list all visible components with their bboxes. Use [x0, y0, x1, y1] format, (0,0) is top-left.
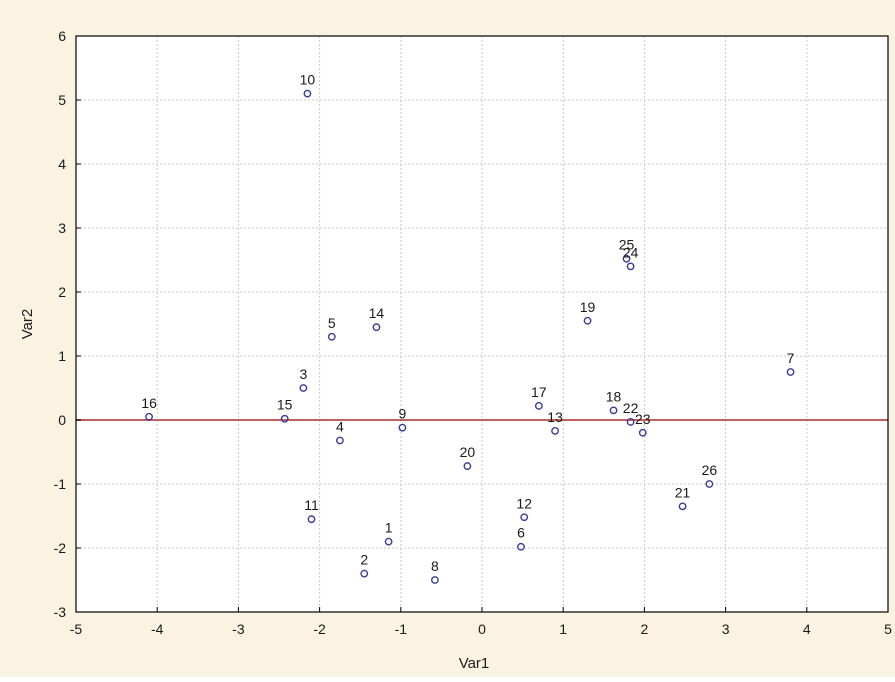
- point-label: 24: [623, 244, 639, 260]
- data-point: [360, 569, 369, 578]
- point-label: 18: [606, 388, 622, 404]
- y-tick-label: 6: [58, 28, 66, 44]
- data-point: [551, 426, 559, 435]
- point-label: 8: [431, 558, 439, 574]
- x-tick-label: 1: [559, 621, 567, 637]
- y-tick-label: 0: [58, 412, 66, 428]
- data-point: [626, 418, 635, 426]
- point-label: 26: [702, 462, 718, 478]
- x-tick-label: 2: [641, 621, 649, 637]
- y-tick-label: -1: [54, 476, 67, 492]
- x-tick-label: 5: [884, 621, 892, 637]
- x-axis-label: Var1: [459, 655, 490, 672]
- data-point: [327, 332, 336, 341]
- point-label: 22: [623, 400, 639, 416]
- data-point: [786, 368, 795, 376]
- data-point: [299, 384, 308, 392]
- data-point: [307, 515, 316, 524]
- data-point: [384, 537, 393, 546]
- x-tick-label: 4: [803, 621, 811, 637]
- point-label: 10: [300, 72, 316, 88]
- y-tick-label: 3: [58, 220, 66, 236]
- data-point: [280, 414, 289, 423]
- data-point: [335, 436, 344, 445]
- data-point: [431, 576, 439, 584]
- y-axis-label: Var2: [19, 309, 36, 340]
- data-points: [145, 89, 795, 584]
- plot-frame: [75, 35, 889, 613]
- point-label: 20: [460, 444, 476, 460]
- data-point: [534, 402, 543, 410]
- point-label: 16: [141, 395, 157, 411]
- x-tick-label: -1: [395, 621, 408, 637]
- y-tick-label: 5: [58, 92, 66, 108]
- data-point: [626, 262, 635, 271]
- data-point: [372, 323, 381, 332]
- y-tick-label: 4: [58, 156, 66, 172]
- data-point: [622, 254, 631, 263]
- point-label: 17: [531, 384, 547, 400]
- point-label: 12: [516, 495, 532, 511]
- point-label: 15: [277, 397, 293, 413]
- data-point: [303, 89, 312, 98]
- x-tick-label: -5: [70, 621, 83, 637]
- point-label: 19: [580, 299, 596, 315]
- data-point: [145, 412, 153, 421]
- data-point: [705, 480, 714, 488]
- data-point: [517, 542, 525, 551]
- data-point: [583, 316, 592, 325]
- point-label: 9: [399, 406, 407, 422]
- point-label: 3: [299, 366, 307, 382]
- y-axis-ticks: -3 -2 -1 0 1 2 3 4 5 6: [54, 28, 81, 620]
- point-label: 13: [547, 409, 563, 425]
- point-label: 25: [619, 237, 635, 253]
- point-label: 1: [385, 520, 393, 536]
- x-tick-label: -3: [232, 621, 245, 637]
- y-tick-label: -3: [54, 604, 67, 620]
- point-label: 2: [360, 552, 368, 568]
- point-label: 4: [336, 418, 344, 434]
- data-point: [463, 462, 472, 470]
- point-label: 14: [369, 305, 385, 321]
- data-point: [520, 513, 529, 522]
- point-label: 7: [787, 350, 795, 366]
- y-tick-label: 2: [58, 284, 66, 300]
- y-tick-label: -2: [54, 540, 67, 556]
- y-tick-label: 1: [58, 348, 66, 364]
- point-label: 6: [517, 525, 525, 541]
- data-point: [398, 423, 407, 432]
- x-tick-label: -4: [151, 621, 164, 637]
- x-axis-ticks: -5 -4 -3 -2 -1 0 1 2 3 4 5: [70, 607, 892, 637]
- x-tick-label: 0: [478, 621, 486, 637]
- data-point: [678, 502, 687, 511]
- data-point: [609, 406, 618, 415]
- point-label: 5: [328, 315, 336, 331]
- point-label: 11: [304, 497, 319, 513]
- data-point: [638, 428, 647, 437]
- x-tick-label: 3: [722, 621, 730, 637]
- point-label: 21: [675, 484, 691, 500]
- x-tick-label: -2: [313, 621, 326, 637]
- point-label: 23: [635, 411, 651, 427]
